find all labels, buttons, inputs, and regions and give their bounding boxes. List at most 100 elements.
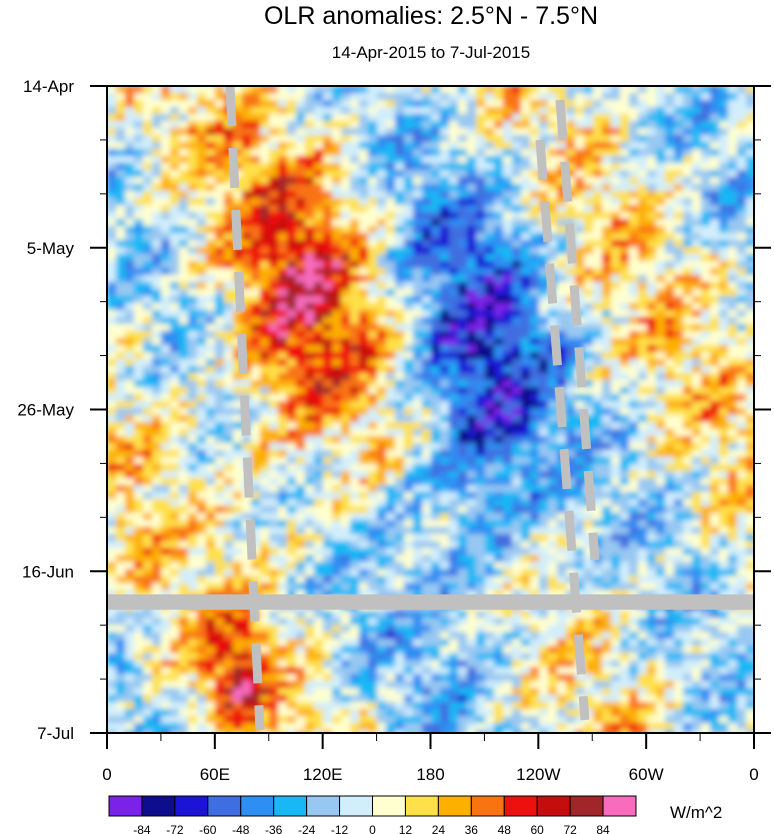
anomaly-cell (638, 296, 648, 304)
anomaly-cell (161, 394, 171, 402)
anomaly-cell (233, 422, 243, 430)
anomaly-cell (314, 520, 324, 528)
anomaly-cell (386, 436, 396, 444)
anomaly-cell (143, 212, 153, 220)
anomaly-cell (647, 548, 657, 556)
anomaly-cell (458, 485, 468, 493)
anomaly-cell (242, 205, 252, 213)
anomaly-cell (737, 310, 747, 318)
anomaly-cell (161, 443, 171, 451)
anomaly-cell (548, 107, 558, 115)
anomaly-cell (125, 373, 135, 381)
anomaly-cell (737, 128, 747, 136)
anomaly-cell (269, 114, 279, 122)
anomaly-cell (719, 191, 729, 199)
anomaly-cell (134, 457, 144, 465)
anomaly-cell (278, 541, 288, 549)
anomaly-cell (548, 128, 558, 136)
anomaly-cell (206, 268, 216, 276)
anomaly-cell (260, 191, 270, 199)
anomaly-cell (485, 268, 495, 276)
anomaly-cell (395, 485, 405, 493)
anomaly-cell (161, 156, 171, 164)
anomaly-cell (503, 513, 513, 521)
anomaly-cell (611, 562, 621, 570)
anomaly-cell (350, 436, 360, 444)
anomaly-cell (692, 520, 702, 528)
anomaly-cell (422, 478, 432, 486)
anomaly-cell (278, 366, 288, 374)
anomaly-cell (422, 457, 432, 465)
anomaly-cell (566, 408, 576, 416)
anomaly-cell (476, 128, 486, 136)
anomaly-cell (359, 541, 369, 549)
anomaly-cell (359, 156, 369, 164)
anomaly-cell (620, 471, 630, 479)
anomaly-cell (314, 107, 324, 115)
anomaly-cell (485, 429, 495, 437)
anomaly-cell (359, 513, 369, 521)
anomaly-cell (179, 275, 189, 283)
anomaly-cell (458, 338, 468, 346)
anomaly-cell (116, 177, 126, 185)
anomaly-cell (539, 191, 549, 199)
anomaly-cell (179, 457, 189, 465)
anomaly-cell (323, 107, 333, 115)
anomaly-cell (701, 191, 711, 199)
anomaly-cell (530, 128, 540, 136)
anomaly-cell (116, 226, 126, 234)
anomaly-cell (206, 100, 216, 108)
anomaly-cell (314, 527, 324, 535)
anomaly-cell (314, 240, 324, 248)
anomaly-cell (251, 485, 261, 493)
anomaly-cell (269, 485, 279, 493)
anomaly-cell (269, 373, 279, 381)
anomaly-cell (629, 408, 639, 416)
anomaly-cell (701, 233, 711, 241)
anomaly-cell (728, 275, 738, 283)
anomaly-cell (197, 93, 207, 101)
anomaly-cell (377, 282, 387, 290)
anomaly-cell (737, 177, 747, 185)
anomaly-cell (314, 226, 324, 234)
anomaly-cell (494, 338, 504, 346)
anomaly-cell (611, 359, 621, 367)
anomaly-cell (566, 499, 576, 507)
anomaly-cell (197, 422, 207, 430)
anomaly-cell (629, 359, 639, 367)
anomaly-cell (503, 240, 513, 248)
anomaly-cell (287, 121, 297, 129)
anomaly-cell (746, 331, 754, 339)
anomaly-cell (629, 450, 639, 458)
anomaly-cell (161, 233, 171, 241)
anomaly-cell (584, 366, 594, 374)
anomaly-cell (719, 310, 729, 318)
anomaly-cell (332, 359, 342, 367)
anomaly-cell (638, 219, 648, 227)
anomaly-cell (386, 317, 396, 325)
anomaly-cell (125, 275, 135, 283)
anomaly-cell (116, 128, 126, 136)
anomaly-cell (296, 247, 306, 255)
anomaly-cell (224, 569, 234, 577)
anomaly-cell (305, 387, 315, 395)
anomaly-cell (215, 506, 225, 514)
anomaly-cell (287, 359, 297, 367)
anomaly-cell (512, 212, 522, 220)
anomaly-cell (413, 205, 423, 213)
anomaly-cell (728, 457, 738, 465)
anomaly-cell (665, 527, 675, 535)
anomaly-cell (116, 170, 126, 178)
anomaly-cell (602, 198, 612, 206)
anomaly-cell (377, 478, 387, 486)
anomaly-cell (584, 338, 594, 346)
anomaly-cell (521, 303, 531, 311)
anomaly-cell (494, 324, 504, 332)
anomaly-cell (701, 184, 711, 192)
anomaly-cell (125, 562, 135, 570)
anomaly-cell (539, 296, 549, 304)
anomaly-cell (692, 296, 702, 304)
anomaly-cell (179, 198, 189, 206)
anomaly-cell (431, 408, 441, 416)
anomaly-cell (647, 534, 657, 542)
